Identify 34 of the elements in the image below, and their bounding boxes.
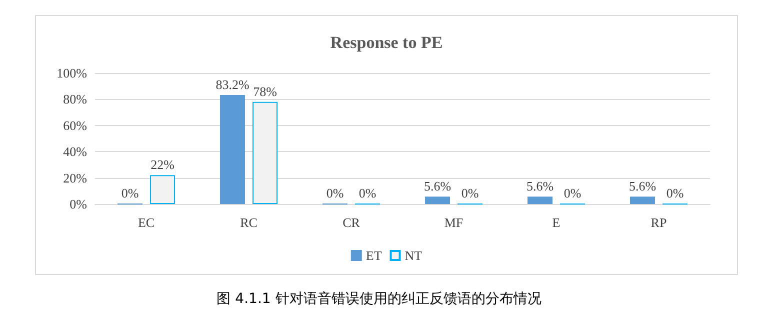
data-label: 83.2% [216,77,250,92]
y-tick-label: 100% [56,66,88,80]
data-label: 5.6% [526,178,554,194]
x-tick-label: E [552,215,560,230]
data-label: 0% [666,186,684,200]
y-tick-label: 0% [70,196,88,212]
data-label: 5.6% [628,178,656,194]
bar [150,175,175,204]
bar [630,196,655,204]
x-tick-label: RC [240,215,258,230]
y-tick-label: 60% [63,118,88,133]
legend-label: ET [366,248,382,263]
x-tick-label: RP [650,215,667,230]
data-label: 0% [564,186,582,200]
chart-title: Response to PE [330,33,443,52]
y-tick-label: 40% [63,144,88,160]
data-label: 78% [253,84,278,99]
legend-label: NT [404,248,422,263]
y-tick-label: 80% [63,92,88,107]
bar [252,102,278,204]
bar [220,95,245,204]
data-label: 5.6% [424,178,452,194]
data-label: 0% [121,186,139,200]
data-label: 0% [326,186,344,200]
x-tick-label: CR [342,215,360,230]
caption: 图 4.1.1 针对语音错误使用的纠正反馈语的分布情况 [216,290,542,308]
data-label: 22% [150,157,175,172]
bar [528,196,552,204]
bar [425,196,450,204]
y-tick-label: 20% [63,170,88,186]
x-tick-label: MF [444,215,464,230]
data-label: 0% [461,186,479,200]
x-tick-label: EC [138,215,155,230]
data-label: 0% [358,186,376,200]
